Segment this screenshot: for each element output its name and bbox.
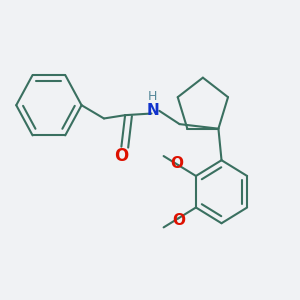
Text: O: O (114, 147, 128, 165)
Text: H: H (148, 90, 158, 103)
Text: O: O (172, 213, 185, 228)
Text: O: O (170, 156, 183, 171)
Text: N: N (146, 103, 159, 118)
